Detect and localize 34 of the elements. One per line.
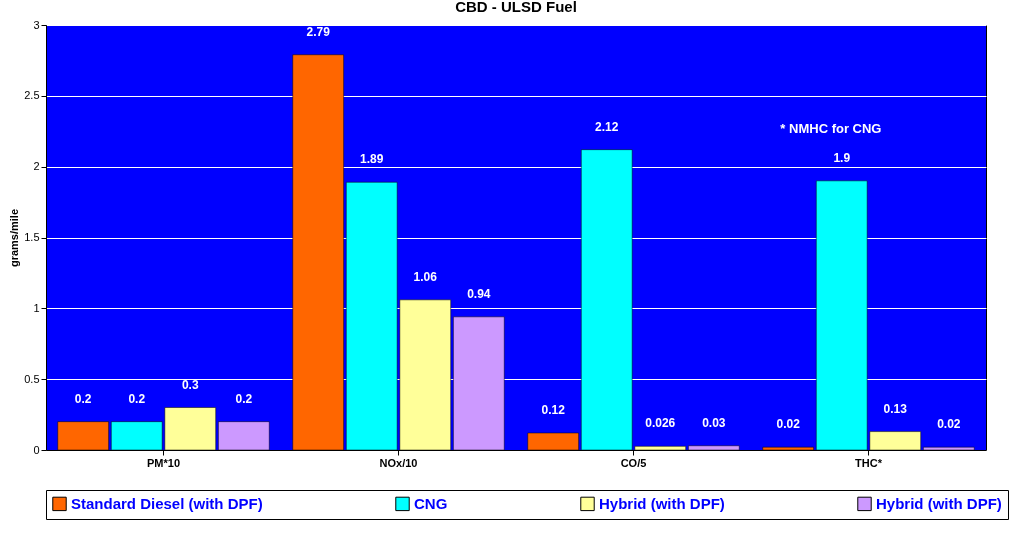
data-label: 1.9 (833, 150, 851, 165)
y-tick-label: 1.5 (24, 231, 40, 243)
y-tick-label: 0.5 (24, 372, 40, 385)
data-label: 0.3 (181, 377, 199, 392)
y-tick-label: 2 (33, 160, 40, 173)
chart-title: CBD - ULSD Fuel (455, 0, 577, 15)
data-label: 0.94 (467, 286, 491, 301)
y-axis-title: grams/mile (8, 208, 21, 268)
data-label: 0.03 (702, 415, 726, 430)
data-label: 0.12 (541, 403, 566, 417)
data-label: 0.026 (645, 416, 676, 431)
annotation: * NMHC for CNG (780, 121, 882, 137)
data-label: 0.13 (883, 401, 908, 416)
data-label: 0.2 (74, 391, 92, 406)
x-tick-label: PM*10 (146, 456, 181, 469)
legend-label: CNG (414, 494, 448, 512)
legend-label: Hybrid (with DPF) (876, 494, 1002, 512)
data-label: 1.06 (413, 269, 438, 284)
legend-label: Standard Diesel (with DPF) (71, 494, 263, 512)
data-label: 2.12 (595, 119, 619, 134)
y-tick-label: 0 (33, 443, 40, 456)
data-label: 0.2 (128, 391, 146, 406)
data-label: 1.89 (360, 152, 384, 167)
y-tick-label: 2.5 (24, 89, 40, 102)
data-label: 0.2 (235, 391, 253, 406)
x-tick-label: NOx/10 (379, 456, 418, 469)
data-label: 0.02 (937, 417, 961, 432)
legend-label: Hybrid (with DPF) (599, 494, 725, 512)
data-label: 2.79 (306, 24, 331, 39)
data-label: 0.02 (776, 417, 801, 432)
y-tick-label: 1 (33, 301, 40, 314)
x-tick-label: THC* (855, 456, 883, 469)
x-tick-label: CO/5 (620, 456, 647, 469)
y-tick-label: 3 (33, 18, 40, 31)
